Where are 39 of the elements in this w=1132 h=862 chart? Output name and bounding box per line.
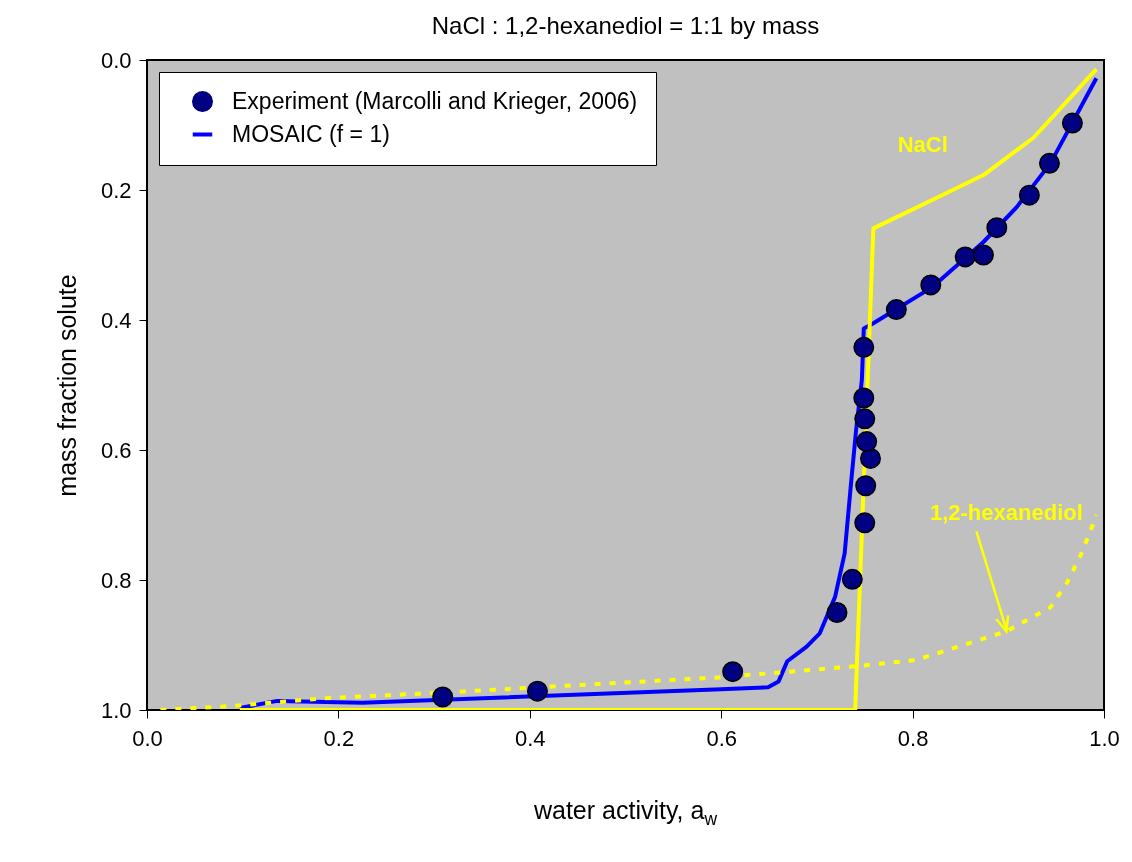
y-tick-label: 1.0 [100,697,132,723]
x-tick-label: 0.2 [323,725,355,751]
point [854,512,876,534]
y-tick-label: 0.6 [100,437,132,463]
point [920,274,942,296]
x-tick-label: 0.8 [897,725,929,751]
x-tick-label: 0.4 [515,725,546,751]
annotation: 1,2-hexanediol [929,500,1083,526]
chart-title: NaCl : 1,2-hexanediol = 1:1 by mass [430,12,821,40]
point [885,299,907,321]
legend-label: MOSAIC (f = 1) [232,120,390,147]
point [1038,152,1060,174]
point [972,244,994,266]
point [954,246,976,268]
point [1018,184,1040,206]
point [841,568,863,590]
point [722,661,744,683]
x-tick-label: 0.0 [132,725,163,751]
point [526,680,548,702]
legend-label: Experiment (Marcolli and Krieger, 2006) [232,87,638,114]
annotation: NaCl [897,131,948,157]
point [853,387,875,409]
y-axis-title: mass fraction solute [52,274,81,497]
y-tick-label: 0.2 [100,177,132,203]
point [856,431,878,453]
point [1061,112,1083,134]
point [854,408,876,430]
y-tick-label: 0.0 [100,47,132,73]
point [432,686,454,708]
x-tick-label: 1.0 [1089,725,1120,751]
x-axis-title: water activity, a$_{w}$ [532,796,719,830]
y-tick-label: 0.4 [100,307,132,333]
y-tick-label: 0.8 [100,567,132,593]
point [855,475,877,497]
point [826,602,848,623]
point [860,447,881,469]
point [853,336,875,358]
x-tick-label: 0.6 [706,725,737,751]
point [986,217,1008,239]
